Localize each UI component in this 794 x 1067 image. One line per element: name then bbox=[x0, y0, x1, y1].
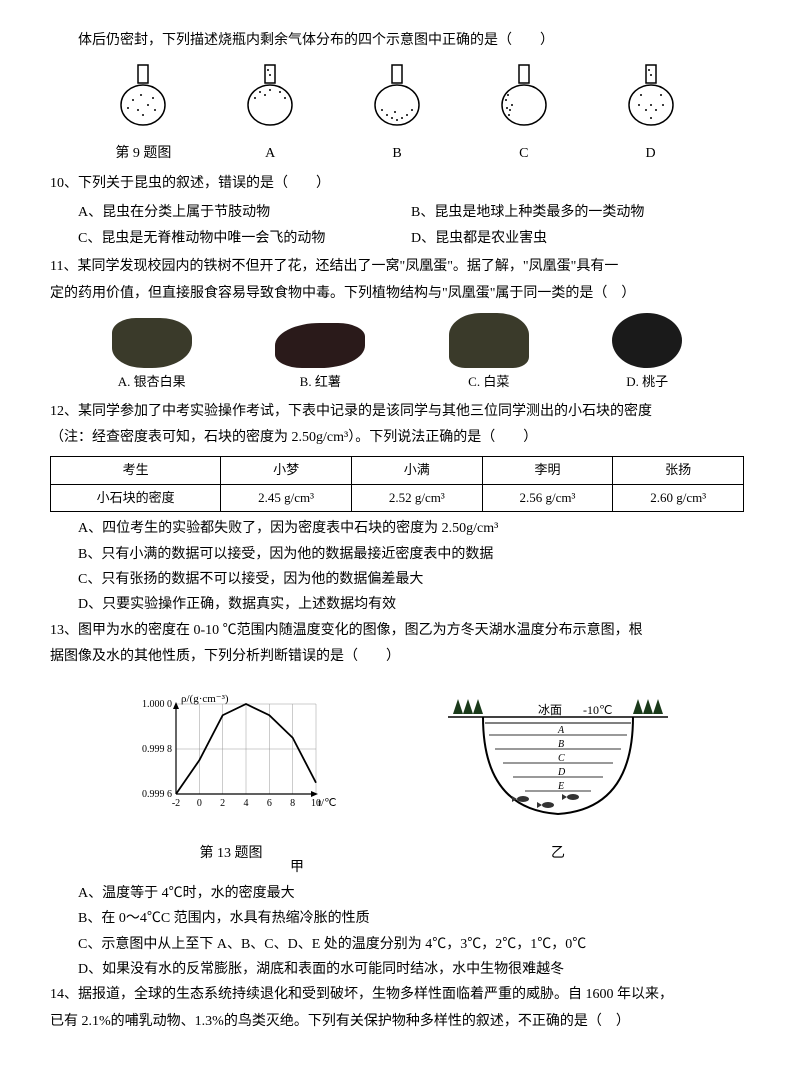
q9-flask-a: A bbox=[240, 60, 300, 165]
q12-stem1: 12、某同学参加了中考实验操作考试，下表中记录的是该同学与其他三位同学测出的小石… bbox=[50, 401, 744, 423]
svg-text:1.000 0: 1.000 0 bbox=[142, 699, 172, 710]
svg-text:0.999 8: 0.999 8 bbox=[142, 744, 172, 755]
svg-text:冰面: 冰面 bbox=[538, 703, 562, 717]
svg-text:ρ/(g·cm⁻³): ρ/(g·cm⁻³) bbox=[181, 693, 229, 705]
q13-chart-yi: 冰面 -10℃ ABCDE 乙 bbox=[443, 679, 673, 866]
q13-stem2: 据图像及水的其他性质，下列分析判断错误的是（ ） bbox=[50, 646, 744, 668]
table-cell: 2.52 g/cm³ bbox=[351, 484, 482, 512]
peach-icon bbox=[612, 313, 682, 368]
svg-text:2: 2 bbox=[220, 798, 225, 809]
flask-icon bbox=[113, 60, 173, 130]
q11-fruit-d: D. 桃子 bbox=[612, 313, 682, 393]
q12-stem2: （注：经查密度表可知，石块的密度为 2.50g/cm³）。下列说法正确的是（ ） bbox=[50, 427, 744, 449]
svg-text:0.999 6: 0.999 6 bbox=[142, 789, 172, 800]
svg-text:t/℃: t/℃ bbox=[318, 797, 336, 809]
svg-text:B: B bbox=[558, 739, 564, 750]
table-cell: 2.60 g/cm³ bbox=[613, 484, 744, 512]
q10-option-b: B、昆虫是地球上种类最多的一类动物 bbox=[411, 200, 744, 226]
flask-icon bbox=[240, 60, 300, 130]
q9-flask-b: B bbox=[367, 60, 427, 165]
q11-label-a: A. 银杏白果 bbox=[112, 372, 192, 393]
table-row: 小石块的密度 2.45 g/cm³ 2.52 g/cm³ 2.56 g/cm³ … bbox=[51, 484, 744, 512]
table-cell: 小石块的密度 bbox=[51, 484, 221, 512]
q10-option-d: D、昆虫都是农业害虫 bbox=[411, 226, 744, 252]
q10-options: A、昆虫在分类上属于节肢动物 B、昆虫是地球上种类最多的一类动物 C、昆虫是无脊… bbox=[78, 200, 744, 253]
q9-label-c: C bbox=[494, 143, 554, 165]
svg-text:A: A bbox=[557, 725, 565, 736]
svg-text:C: C bbox=[558, 753, 565, 764]
q11-fruit-b: B. 红薯 bbox=[275, 323, 365, 393]
q12-option-a: A、四位考生的实验都失败了，因为密度表中石块的密度为 2.50g/cm³ bbox=[78, 518, 744, 540]
q11-stem2: 定的药用价值，但直接服食容易导致食物中毒。下列植物结构与"凤凰蛋"属于同一类的是… bbox=[50, 283, 744, 305]
q10-option-a: A、昆虫在分类上属于节肢动物 bbox=[78, 200, 411, 226]
table-row: 考生 小梦 小满 李明 张扬 bbox=[51, 456, 744, 484]
q11-fruit-c: C. 白菜 bbox=[449, 313, 529, 393]
q9-label-b: B bbox=[367, 143, 427, 165]
sweet-potato-icon bbox=[275, 323, 365, 368]
table-header: 李明 bbox=[482, 456, 613, 484]
svg-text:4: 4 bbox=[244, 798, 249, 809]
cabbage-icon bbox=[449, 313, 529, 368]
q13-stem1: 13、图甲为水的密度在 0-10 ℃范围内随温度变化的图像，图乙为方冬天湖水温度… bbox=[50, 620, 744, 642]
q13-label-yi: 乙 bbox=[443, 843, 673, 865]
q9-label-d: D bbox=[621, 143, 681, 165]
q11-label-c: C. 白菜 bbox=[449, 372, 529, 393]
q12-option-d: D、只要实验操作正确，数据真实，上述数据均有效 bbox=[78, 594, 744, 616]
q9-caption-label: 第 9 题图 bbox=[113, 143, 173, 165]
q9-label-a: A bbox=[240, 143, 300, 165]
ginkgo-icon bbox=[112, 318, 192, 368]
q12-table: 考生 小梦 小满 李明 张扬 小石块的密度 2.45 g/cm³ 2.52 g/… bbox=[50, 456, 744, 513]
q9-caption-flask: 第 9 题图 bbox=[113, 60, 173, 165]
table-cell: 2.45 g/cm³ bbox=[221, 484, 352, 512]
flask-icon bbox=[367, 60, 427, 130]
q11-label-b: B. 红薯 bbox=[275, 372, 365, 393]
table-header: 考生 bbox=[51, 456, 221, 484]
q9-continuation: 体后仍密封，下列描述烧瓶内剩余气体分布的四个示意图中正确的是（ ） bbox=[50, 30, 744, 52]
q13-chart-row: -202468101.000 00.999 80.999 6ρ/(g·cm⁻³)… bbox=[70, 679, 724, 866]
table-header: 小梦 bbox=[221, 456, 352, 484]
flask-icon bbox=[621, 60, 681, 130]
q13-chart-jia: -202468101.000 00.999 80.999 6ρ/(g·cm⁻³)… bbox=[121, 689, 341, 866]
svg-text:0: 0 bbox=[197, 798, 202, 809]
table-header: 小满 bbox=[351, 456, 482, 484]
q13-caption: 第 13 题图 bbox=[121, 843, 341, 865]
svg-text:D: D bbox=[557, 767, 566, 778]
q9-flask-d: D bbox=[621, 60, 681, 165]
density-chart-icon: -202468101.000 00.999 80.999 6ρ/(g·cm⁻³)… bbox=[121, 689, 341, 829]
q13-option-c: C、示意图中从上至下 A、B、C、D、E 处的温度分别为 4℃，3℃，2℃，1℃… bbox=[78, 934, 744, 956]
svg-text:-10℃: -10℃ bbox=[583, 703, 612, 717]
svg-text:E: E bbox=[557, 781, 564, 792]
table-cell: 2.56 g/cm³ bbox=[482, 484, 613, 512]
q10-stem: 10、下列关于昆虫的叙述，错误的是（ ） bbox=[50, 173, 744, 195]
q11-fruit-row: A. 银杏白果 B. 红薯 C. 白菜 D. 桃子 bbox=[70, 313, 724, 393]
flask-icon bbox=[494, 60, 554, 130]
q10-option-c: C、昆虫是无脊椎动物中唯一会飞的动物 bbox=[78, 226, 411, 252]
q11-label-d: D. 桃子 bbox=[612, 372, 682, 393]
q14-stem2: 已有 2.1%的哺乳动物、1.3%的鸟类灭绝。下列有关保护物种多样性的叙述，不正… bbox=[50, 1011, 744, 1033]
q13-option-d: D、如果没有水的反常膨胀，湖底和表面的水可能同时结冰，水中生物很难越冬 bbox=[78, 959, 744, 981]
svg-text:-2: -2 bbox=[172, 798, 180, 809]
q11-fruit-a: A. 银杏白果 bbox=[112, 318, 192, 393]
table-header: 张扬 bbox=[613, 456, 744, 484]
svg-text:6: 6 bbox=[267, 798, 272, 809]
q11-stem1: 11、某同学发现校园内的铁树不但开了花，还结出了一窝"凤凰蛋"。据了解，"凤凰蛋… bbox=[50, 256, 744, 278]
lake-diagram-icon: 冰面 -10℃ ABCDE bbox=[443, 679, 673, 829]
q12-option-b: B、只有小满的数据可以接受，因为他的数据最接近密度表中的数据 bbox=[78, 544, 744, 566]
svg-text:8: 8 bbox=[290, 798, 295, 809]
q13-option-a: A、温度等于 4℃时，水的密度最大 bbox=[78, 883, 744, 905]
q12-option-c: C、只有张扬的数据不可以接受，因为他的数据偏差最大 bbox=[78, 569, 744, 591]
q14-stem1: 14、据报道，全球的生态系统持续退化和受到破坏，生物多样性面临着严重的威胁。自 … bbox=[50, 984, 744, 1006]
q9-flask-c: C bbox=[494, 60, 554, 165]
q9-flask-row: 第 9 题图 A B C bbox=[80, 60, 714, 165]
q13-option-b: B、在 0～4℃C 范围内，水具有热缩冷胀的性质 bbox=[78, 908, 744, 930]
